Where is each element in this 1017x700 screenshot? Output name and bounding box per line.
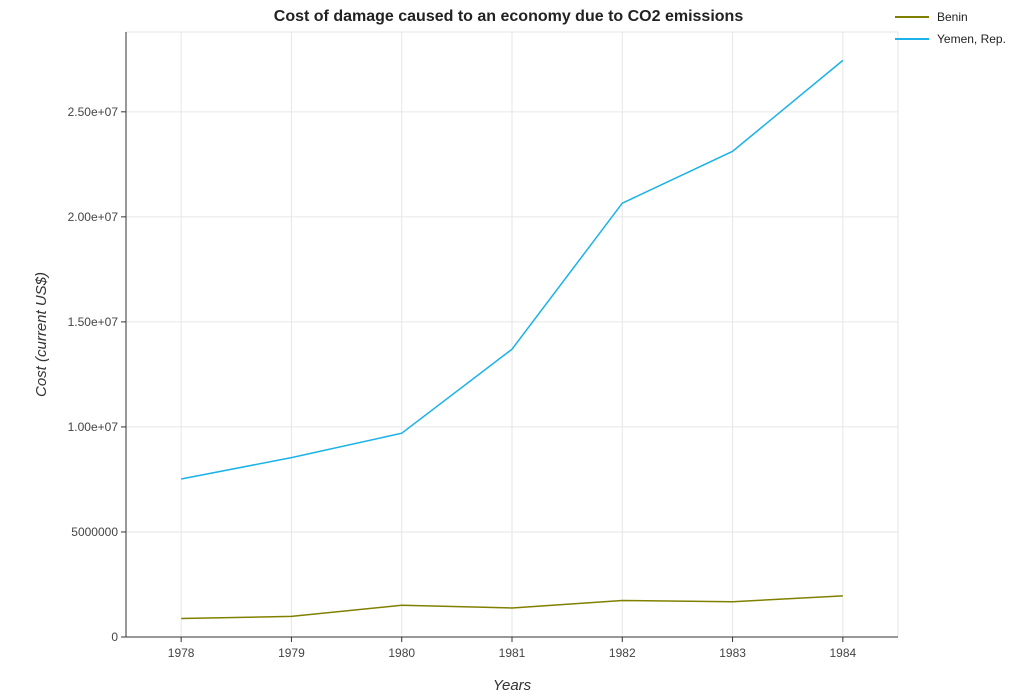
legend-swatch-yemen xyxy=(895,38,929,40)
x-tick-label: 1983 xyxy=(719,646,746,660)
y-axis-label: Cost (current US$) xyxy=(33,272,50,397)
x-tick-label: 1982 xyxy=(609,646,636,660)
series-line-benin xyxy=(181,595,843,620)
legend: Benin Yemen, Rep. xyxy=(895,6,1006,50)
grid-lines xyxy=(126,31,899,638)
series-lines xyxy=(180,59,844,620)
x-tick-label: 1979 xyxy=(278,646,305,660)
y-tick-label: 5000000 xyxy=(71,525,118,539)
legend-label-yemen: Yemen, Rep. xyxy=(937,32,1006,46)
axes xyxy=(121,32,898,642)
legend-item-benin: Benin xyxy=(895,6,1006,28)
x-tick-label: 1978 xyxy=(168,646,195,660)
x-axis-label: Years xyxy=(493,677,532,694)
y-tick-label: 0 xyxy=(111,630,118,644)
x-tick-label: 1984 xyxy=(830,646,857,660)
y-tick-label: 1.50e+07 xyxy=(68,315,119,329)
legend-swatch-benin xyxy=(895,16,929,18)
y-tick-label: 1.00e+07 xyxy=(68,420,119,434)
chart-title: Cost of damage caused to an economy due … xyxy=(273,8,744,25)
legend-item-yemen: Yemen, Rep. xyxy=(895,28,1006,50)
x-tick-label: 1980 xyxy=(388,646,415,660)
series-line-yemen-rep xyxy=(180,59,844,480)
y-tick-label: 2.00e+07 xyxy=(68,210,119,224)
x-tick-label: 1981 xyxy=(499,646,526,660)
y-tick-label: 2.50e+07 xyxy=(68,105,119,119)
tick-labels: 0 5000000 1.00e+07 1.50e+07 2.00e+07 2.50e+07… xyxy=(68,105,857,660)
legend-label-benin: Benin xyxy=(937,10,968,24)
